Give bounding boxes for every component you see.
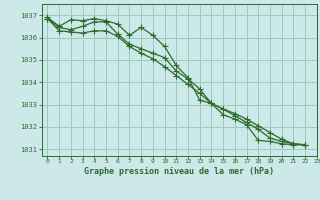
X-axis label: Graphe pression niveau de la mer (hPa): Graphe pression niveau de la mer (hPa) [84, 167, 274, 176]
